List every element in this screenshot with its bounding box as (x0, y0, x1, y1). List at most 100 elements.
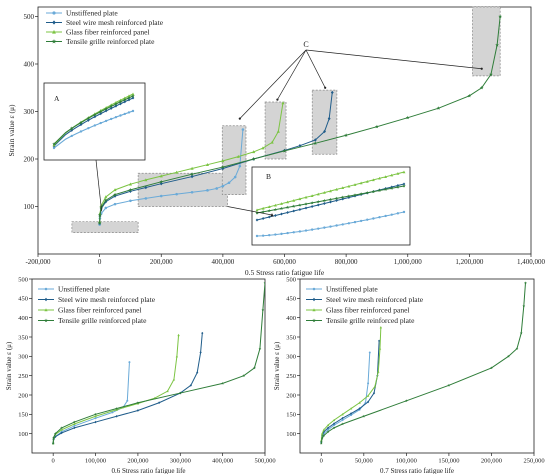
inset-b-point (255, 234, 259, 238)
legend-marker (51, 39, 57, 44)
inset-a-point (118, 100, 123, 104)
data-point (367, 382, 370, 385)
inset-a-label: A (54, 94, 60, 103)
inset-a-point (119, 102, 122, 106)
inset-a-point (99, 121, 102, 125)
data-point (327, 116, 331, 121)
x-tick-label: 400,000 (212, 458, 233, 465)
data-point (190, 190, 194, 194)
legend-label: Unstiffened plate (66, 9, 118, 18)
inset-a-point (109, 104, 113, 108)
inset-b-point (323, 226, 326, 229)
y-tick-label: 500 (18, 276, 28, 283)
data-point (60, 426, 64, 430)
series-layer (97, 14, 503, 226)
data-point (177, 333, 180, 337)
legend-label: Steel wire mesh reinforced plate (58, 295, 156, 304)
inset-b-point (402, 182, 406, 186)
inset-b-point (316, 199, 320, 204)
data-point (362, 414, 366, 418)
inset-a-point (79, 123, 83, 127)
y-tick-label: 350 (18, 334, 28, 341)
data-point (113, 188, 117, 192)
data-point (159, 174, 163, 178)
inset-b-point (268, 233, 271, 237)
data-point (205, 163, 210, 166)
inset-b-point (322, 191, 326, 194)
inset-a-point (114, 102, 118, 106)
legend-marker (52, 11, 56, 15)
data-point (349, 412, 353, 415)
legend-label: Glass fiber reinforced panel (326, 306, 410, 315)
x-tick-label: 0 (320, 458, 323, 465)
inset-b-point (292, 204, 296, 208)
inset-b-point (372, 217, 375, 220)
data-point (372, 391, 376, 395)
inset-a-point (131, 92, 135, 96)
data-point (436, 106, 441, 110)
y-tick-label: 500 (24, 13, 35, 21)
data-point (322, 434, 326, 437)
data-point (201, 331, 204, 335)
data-point (326, 426, 330, 430)
inset-b-point (396, 172, 400, 175)
inset-b-point (378, 176, 381, 180)
y-tick-label: 300 (286, 354, 296, 361)
data-point (221, 159, 225, 163)
x-tick-label: 100,000 (85, 458, 106, 465)
inset-b-point (347, 222, 351, 225)
inset-b-point (366, 218, 369, 221)
inset-b-point (316, 192, 320, 196)
y-tick-label: 400 (24, 60, 35, 68)
y-tick-label: 350 (286, 334, 296, 341)
data-point (341, 413, 344, 416)
inset-a-point (127, 96, 131, 100)
legend-marker (312, 287, 316, 291)
data-point (261, 308, 265, 312)
inset-b-point (353, 183, 357, 186)
inset-b-point (359, 219, 363, 223)
data-point (322, 430, 325, 434)
y-tick-label: 100 (24, 203, 35, 211)
data-point (52, 436, 56, 439)
annotation-c-arrowhead (276, 98, 279, 101)
inset-b-point (341, 186, 345, 190)
y-tick-label: 100 (286, 431, 296, 438)
data-point (344, 133, 348, 137)
inset-b-point (378, 216, 381, 219)
inset-a-point (52, 143, 56, 147)
x-axis-label: 0.6 Stress ratio fatigue life (111, 467, 185, 474)
data-point (136, 401, 140, 404)
inset-a-point (99, 112, 103, 116)
data-point (60, 428, 63, 431)
inset-a-point (79, 130, 83, 133)
y-axis-label: Strain value ε (μ) (273, 341, 281, 390)
inset-b-point (310, 194, 314, 197)
data-point (227, 181, 231, 185)
inset-a-point (127, 98, 131, 102)
data-point (113, 202, 117, 206)
y-tick-label: 500 (286, 276, 296, 283)
inset-a-point (127, 94, 131, 98)
data-point (349, 407, 353, 410)
legend-marker (44, 308, 48, 312)
data-point (178, 391, 182, 395)
legend-marker (52, 20, 56, 25)
data-point (358, 407, 361, 410)
legend-label: Glass fiber reinforced panel (58, 306, 142, 315)
chart-07-stress-ratio: 0 50,000 100,000 150,000 200,000 250,000 100 15… (273, 276, 545, 474)
data-point (98, 213, 102, 217)
x-tick-label: 100,000 (396, 458, 417, 465)
inset-b-point (304, 229, 308, 232)
inset-b-point (384, 214, 387, 218)
data-point (270, 140, 274, 144)
data-point (282, 148, 287, 153)
data-point (252, 150, 256, 154)
y-axis-label: Strain value ε (μ) (5, 341, 13, 390)
data-point (320, 436, 324, 440)
x-axis-label: 0.7 Stress ratio fatigue life (380, 467, 454, 474)
inset-a-point (114, 104, 118, 108)
y-tick-label: 150 (286, 412, 296, 419)
inset-b-point (334, 196, 339, 200)
data-point (221, 184, 225, 188)
